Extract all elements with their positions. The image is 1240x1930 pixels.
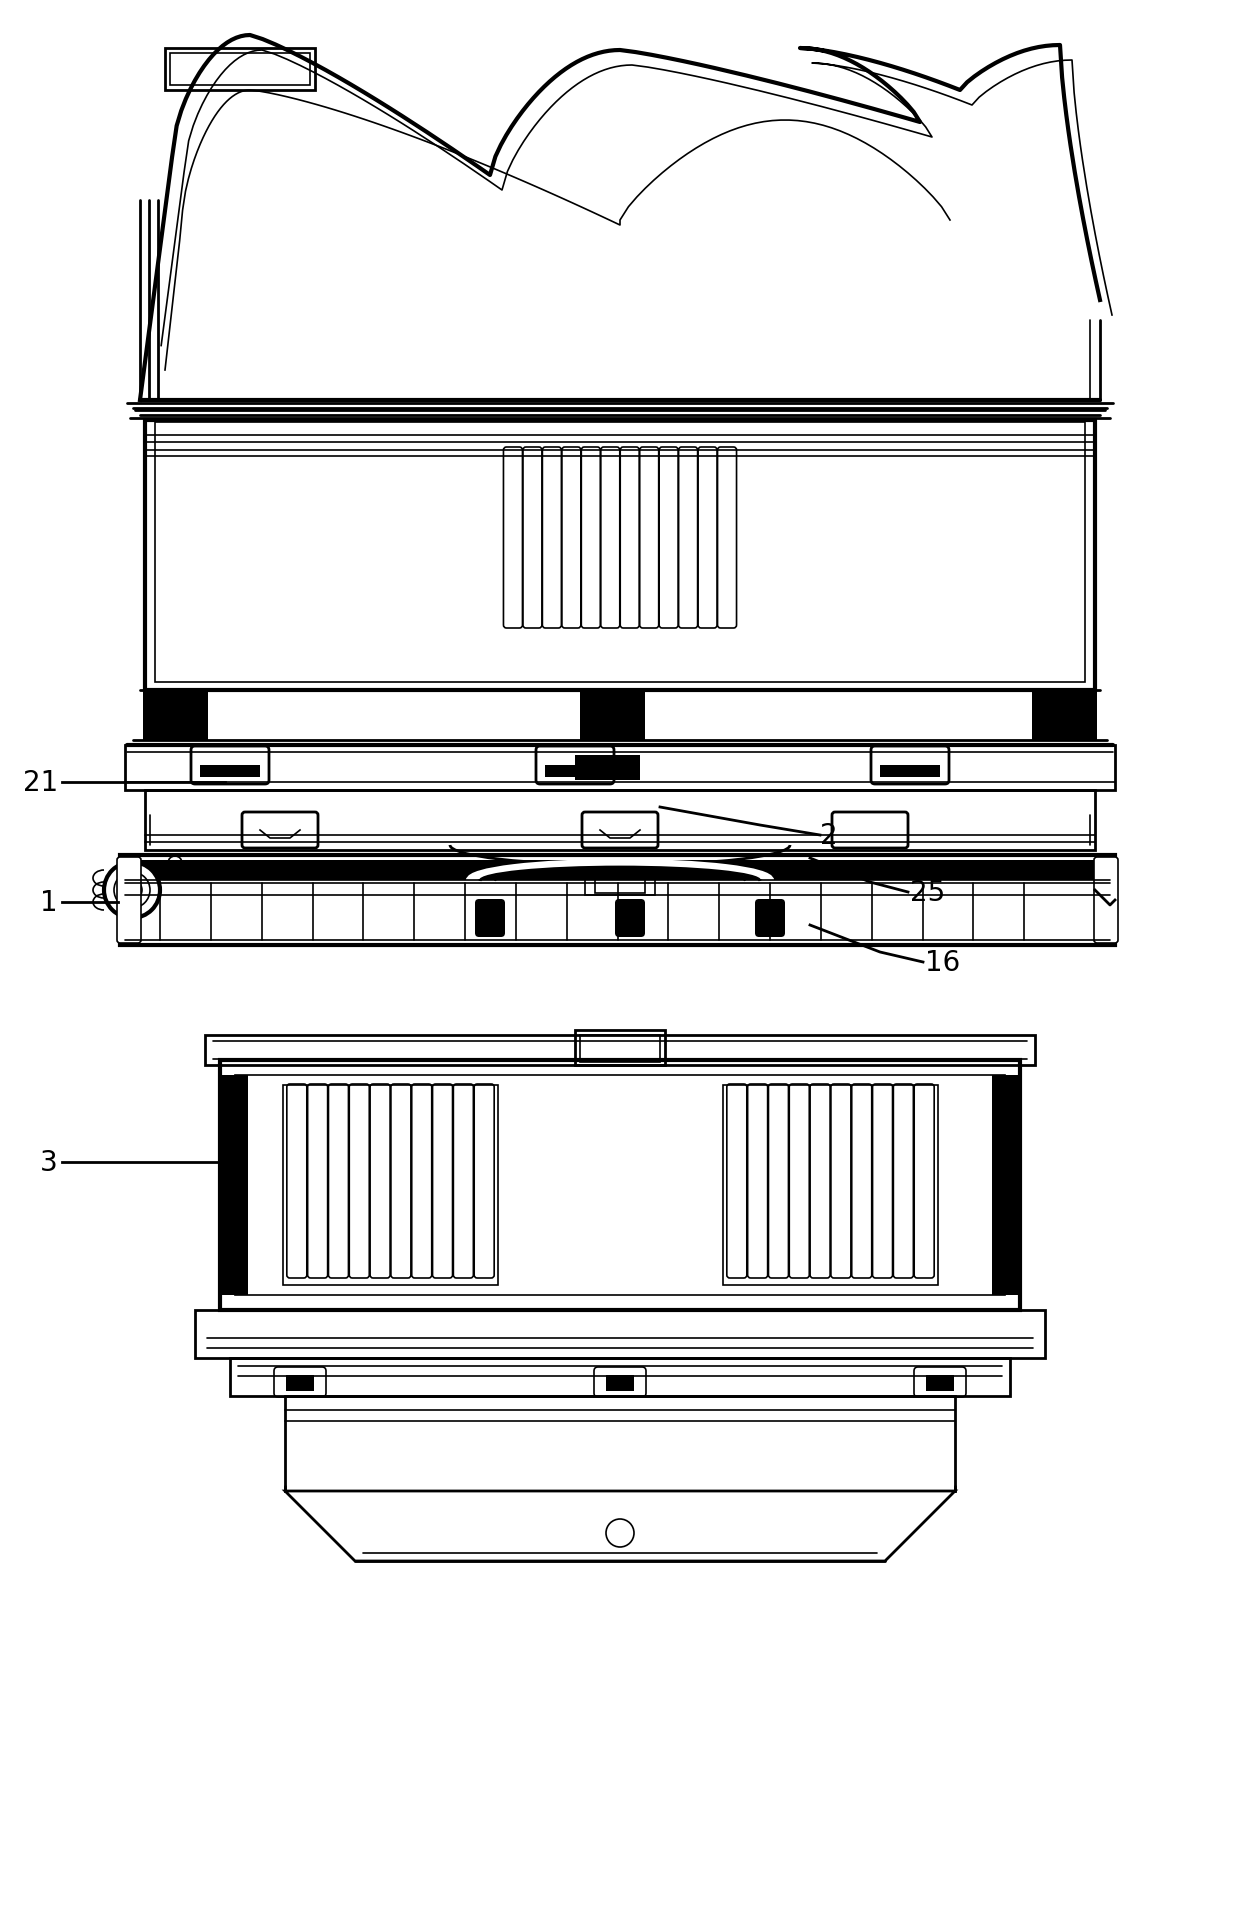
FancyBboxPatch shape [1094, 857, 1118, 944]
Text: 16: 16 [925, 948, 960, 977]
Bar [125, 745, 1115, 791]
Bar [170, 54, 310, 87]
Bar [992, 1075, 1021, 1295]
Bar [155, 423, 1085, 683]
Bar [120, 855, 1115, 946]
Bar [205, 1036, 1035, 1065]
Text: 21: 21 [22, 768, 58, 797]
Bar [219, 1075, 248, 1295]
Circle shape [172, 861, 179, 867]
Bar [580, 691, 645, 741]
FancyBboxPatch shape [755, 899, 785, 938]
Bar [606, 1376, 634, 1392]
Bar [585, 874, 655, 896]
Bar [723, 1085, 937, 1285]
Bar [145, 791, 1095, 851]
Bar [880, 766, 940, 778]
FancyBboxPatch shape [615, 899, 645, 938]
Bar [580, 1036, 660, 1062]
Bar [595, 876, 645, 894]
Bar [546, 766, 605, 778]
Bar [165, 48, 315, 91]
Bar [229, 1359, 1011, 1395]
Bar [286, 1376, 314, 1392]
Circle shape [104, 863, 160, 919]
Text: 3: 3 [40, 1148, 58, 1177]
Bar [125, 861, 1110, 880]
Bar [575, 1031, 665, 1065]
Bar [575, 757, 640, 780]
Bar [200, 766, 260, 778]
Text: 25: 25 [910, 878, 945, 907]
Bar [285, 1395, 955, 1492]
Bar [236, 1075, 1004, 1295]
Polygon shape [285, 1492, 955, 1561]
Bar [145, 421, 1095, 691]
Bar [1032, 691, 1097, 741]
FancyBboxPatch shape [117, 857, 141, 944]
Bar [219, 1060, 1021, 1310]
FancyBboxPatch shape [475, 899, 505, 938]
Text: 1: 1 [41, 888, 58, 917]
Bar [283, 1085, 498, 1285]
Bar [195, 1310, 1045, 1359]
Text: 2: 2 [820, 822, 838, 849]
Bar [143, 691, 208, 741]
Bar [926, 1376, 954, 1392]
